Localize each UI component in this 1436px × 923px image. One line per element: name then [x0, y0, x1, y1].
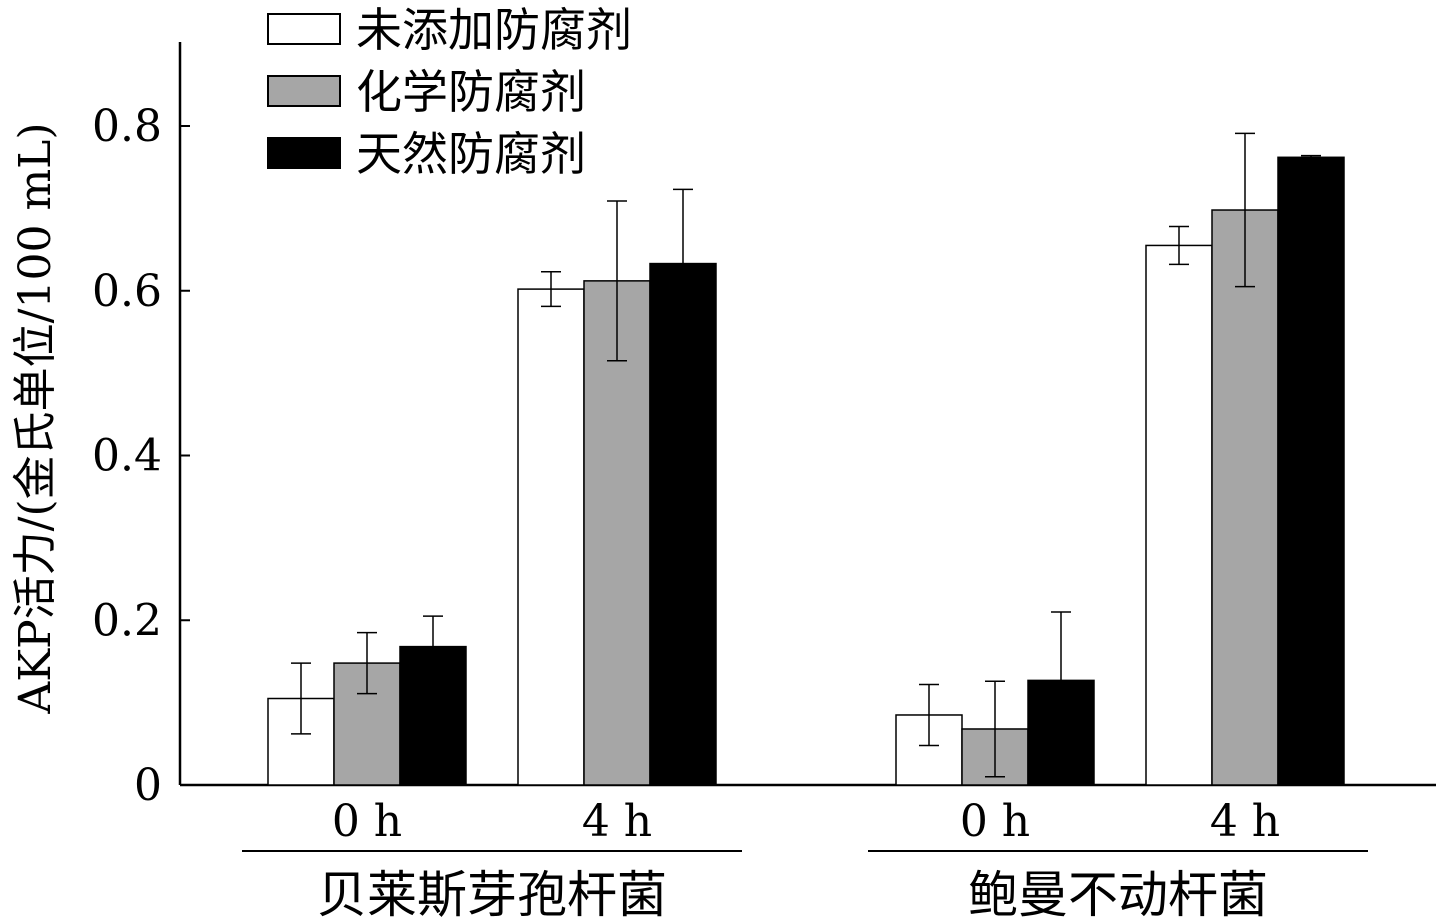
x-tick-label: 4 h [582, 796, 652, 847]
legend-swatch [267, 75, 341, 107]
bar [1277, 156, 1345, 786]
bar [517, 288, 585, 786]
y-tick-label: 0 [134, 760, 162, 811]
legend-item: 化学防腐剂 [267, 65, 586, 119]
y-tick-label: 0.4 [92, 431, 162, 482]
error-bar [541, 271, 561, 308]
bar [1145, 244, 1213, 786]
x-tick-label: 0 h [960, 796, 1030, 847]
legend-item: 未添加防腐剂 [267, 3, 632, 57]
legend-item: 天然防腐剂 [267, 127, 586, 181]
y-tick-label: 0.2 [92, 595, 162, 646]
legend-swatch [267, 13, 341, 45]
x-tick-label: 4 h [1210, 796, 1280, 847]
error-bar [357, 631, 377, 695]
legend-label: 化学防腐剂 [356, 65, 586, 119]
group-label: 贝莱斯芽孢杆菌 [317, 866, 667, 923]
legend-swatch [267, 137, 341, 169]
y-tick-label: 0.8 [92, 101, 162, 152]
error-bar [607, 200, 627, 362]
bar [583, 280, 651, 786]
bar [1211, 209, 1279, 786]
error-bar [985, 680, 1005, 778]
bar [649, 262, 717, 786]
error-bar [291, 662, 311, 735]
y-axis-label: AKP活力/(金氏单位/100 mL) [10, 122, 61, 714]
error-bar [1051, 611, 1071, 750]
axis-labels: AKP活力/(金氏单位/100 mL) 0 h 4 h 0 h 4 h 贝莱斯芽孢杆菌 鲍… [10, 122, 1368, 923]
error-bar [1235, 132, 1255, 288]
bars [267, 132, 1345, 786]
error-bar [1169, 225, 1189, 266]
legend-label: 天然防腐剂 [356, 127, 586, 181]
error-bar [423, 615, 443, 678]
error-bar [919, 683, 939, 747]
error-bar [673, 188, 693, 339]
error-bar [1301, 154, 1321, 160]
group-label: 鲍曼不动杆菌 [968, 866, 1268, 923]
legend-label: 未添加防腐剂 [356, 3, 632, 57]
x-tick-label: 0 h [332, 796, 402, 847]
y-tick-label: 0.6 [92, 266, 162, 317]
